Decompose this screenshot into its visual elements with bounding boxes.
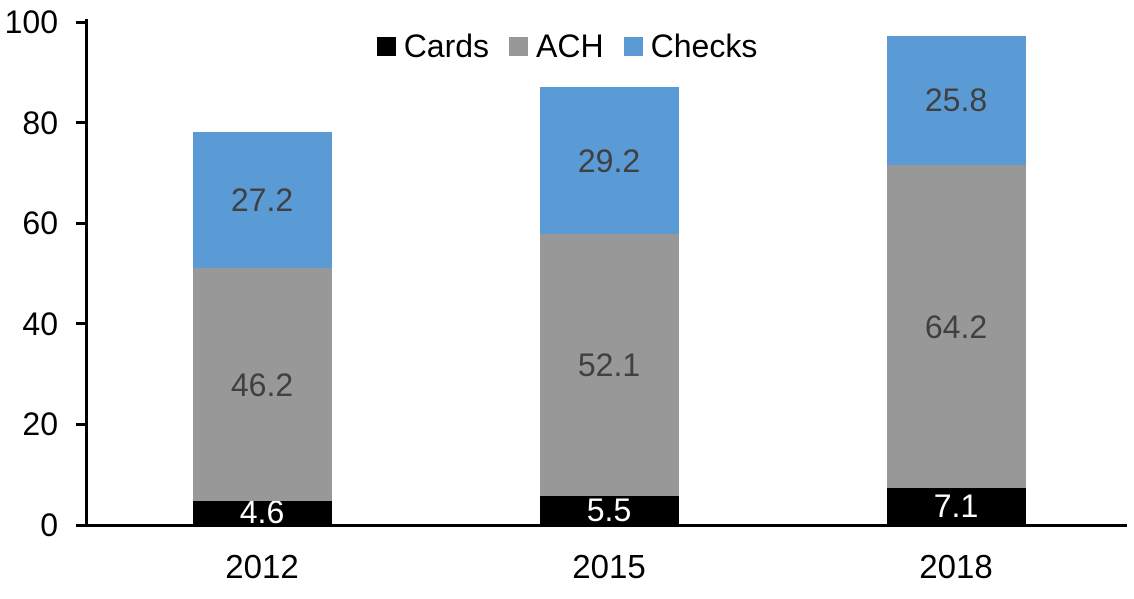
bar-segment-cards-2012: 4.6 [192, 496, 332, 528]
legend-item-ach: ACH [509, 30, 604, 62]
bar-segment-checks-2018: 25.8 [886, 35, 1026, 166]
bar-segment-checks-2015: 29.2 [539, 87, 679, 235]
y-axis-tick-label-80: 80 [22, 104, 58, 141]
bar-segment-cards-2018: 7.1 [886, 488, 1026, 525]
bar-segment-cards-2015: 5.5 [539, 492, 679, 529]
y-axis-tick-40 [76, 322, 85, 326]
legend-swatch-cards-icon [376, 36, 396, 56]
y-axis-tick-0 [76, 523, 85, 527]
legend-swatch-ach-icon [509, 36, 529, 56]
x-axis-label-2018: 2018 [919, 548, 993, 585]
legend-item-checks: Checks [623, 28, 758, 64]
y-axis-tick-label-100: 100 [4, 4, 58, 40]
bar-segment-ach-2018: 64.2 [886, 165, 1026, 489]
y-axis-tick-label-0: 0 [40, 507, 58, 543]
bar-value-label-checks-2018: 25.8 [924, 82, 988, 119]
x-axis-label-2015: 2015 [572, 548, 646, 585]
y-axis-tick-label-20: 20 [22, 406, 58, 443]
bar-value-label-cards-2018: 7.1 [933, 488, 979, 525]
legend-label-checks: Checks [650, 28, 758, 64]
legend-label-ach: ACH [536, 28, 604, 64]
bar-value-label-ach-2015: 52.1 [577, 347, 641, 384]
y-axis-tick-20 [76, 422, 85, 426]
bar-segment-checks-2012: 27.2 [192, 131, 332, 269]
bar-value-label-cards-2015: 5.5 [586, 492, 632, 529]
y-axis-tick-80 [76, 121, 85, 125]
chart-legend: Cards ACH Checks [0, 30, 1134, 62]
y-axis-tick-label-40: 40 [22, 305, 58, 342]
bar-segment-ach-2012: 46.2 [192, 268, 332, 501]
y-axis-tick-60 [76, 221, 85, 225]
x-axis-label-2012: 2012 [225, 548, 299, 585]
legend-item-cards: Cards [376, 28, 490, 64]
bar-value-label-ach-2012: 46.2 [230, 366, 294, 403]
y-axis-tick-100 [76, 20, 85, 24]
y-axis-line [85, 19, 88, 527]
bar-value-label-ach-2018: 64.2 [924, 308, 988, 345]
y-axis-tick-label-60: 60 [22, 205, 58, 242]
x-axis-line [85, 524, 1127, 527]
legend-swatch-checks-icon [623, 36, 643, 56]
bar-value-label-checks-2015: 29.2 [577, 142, 641, 179]
bar-segment-ach-2015: 52.1 [539, 234, 679, 497]
bar-value-label-cards-2012: 4.6 [239, 494, 285, 531]
legend-label-cards: Cards [403, 28, 490, 64]
bar-value-label-checks-2012: 27.2 [230, 182, 294, 219]
